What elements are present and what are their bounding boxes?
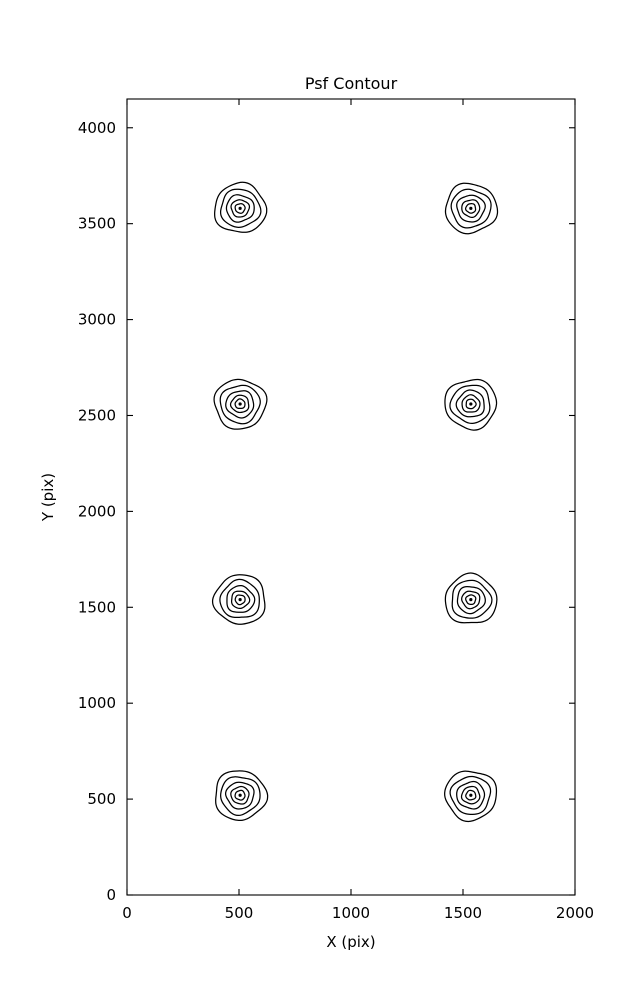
y-tick-label: 4000 [78,119,116,137]
contour-level-2 [456,780,486,810]
contour-level-4 [234,398,246,410]
contour-level-2 [224,781,255,810]
x-axis-ticks [126,99,576,895]
x-tick-label: 2000 [556,904,594,922]
contour-level-0 [211,574,266,625]
x-tick-label: 1500 [444,904,482,922]
contour-level-3 [461,199,481,219]
psf-contour-blob [213,378,268,430]
psf-core [238,598,242,602]
y-tick-label: 500 [87,790,116,808]
contour-series [211,181,499,823]
contour-level-0 [214,181,268,233]
contour-level-0 [444,770,498,823]
y-tick-label: 2000 [78,502,116,520]
psf-contour-blob [444,572,498,624]
contour-level-0 [444,378,498,431]
contour-level-2 [455,389,485,418]
contour-level-1 [219,384,261,425]
contour-level-3 [461,590,481,610]
y-tick-label: 0 [106,886,116,904]
contour-level-4 [465,789,477,801]
psf-contour-blob [215,770,269,822]
psf-contour-blob [211,574,266,625]
contour-level-4 [465,594,477,606]
contour-level-1 [219,578,260,619]
contour-level-1 [449,384,491,425]
x-axis-tick-labels: 0 500 1000 1500 2000 [122,904,594,922]
contour-level-1 [450,188,492,229]
y-tick-label: 3000 [78,311,116,329]
contour-level-3 [230,785,250,805]
contour-level-0 [444,182,499,235]
psf-core [469,598,473,602]
contour-level-2 [456,586,486,615]
psf-contour-blob [444,770,498,823]
y-tick-label: 2500 [78,406,116,424]
contour-level-3 [461,394,481,413]
contour-level-0 [213,378,268,430]
x-tick-label: 500 [225,904,254,922]
contour-level-4 [234,203,246,214]
contour-level-4 [234,594,246,606]
contour-level-2 [226,584,256,613]
psf-core [238,793,242,797]
contour-level-3 [460,785,481,805]
contour-level-4 [465,398,477,410]
contour-level-3 [230,199,251,218]
y-axis-ticks [127,127,575,896]
psf-core [238,402,242,406]
psf-contour-blob [444,182,499,235]
x-axis-label: X (pix) [326,933,375,951]
contour-level-1 [449,775,492,815]
y-axis-label: Y (pix) [39,473,57,522]
psf-core [238,206,242,210]
contour-level-4 [234,789,246,801]
contour-level-2 [456,194,486,223]
psf-contour-blob [444,378,498,431]
contour-level-0 [215,770,269,822]
contour-level-4 [464,203,477,214]
contour-level-0 [444,572,498,624]
psf-core [469,793,473,797]
x-tick-label: 0 [122,904,132,922]
contour-level-3 [229,394,250,414]
contour-level-1 [219,188,262,228]
psf-core [469,402,473,406]
y-tick-label: 1000 [78,694,116,712]
contour-level-1 [220,776,261,817]
contour-level-2 [225,194,255,223]
psf-core [469,206,473,210]
y-axis-tick-labels: 0 500 1000 1500 2000 2500 3000 3500 4000 [78,119,116,904]
axes-frame [126,98,576,896]
page-title: Psf Contour [305,74,398,93]
y-tick-label: 1500 [78,598,116,616]
x-tick-label: 1000 [332,904,370,922]
contour-level-3 [230,590,251,610]
contour-level-2 [225,390,255,419]
contour-level-1 [451,579,493,619]
y-tick-label: 3500 [78,215,116,233]
psf-contour-blob [214,181,268,233]
